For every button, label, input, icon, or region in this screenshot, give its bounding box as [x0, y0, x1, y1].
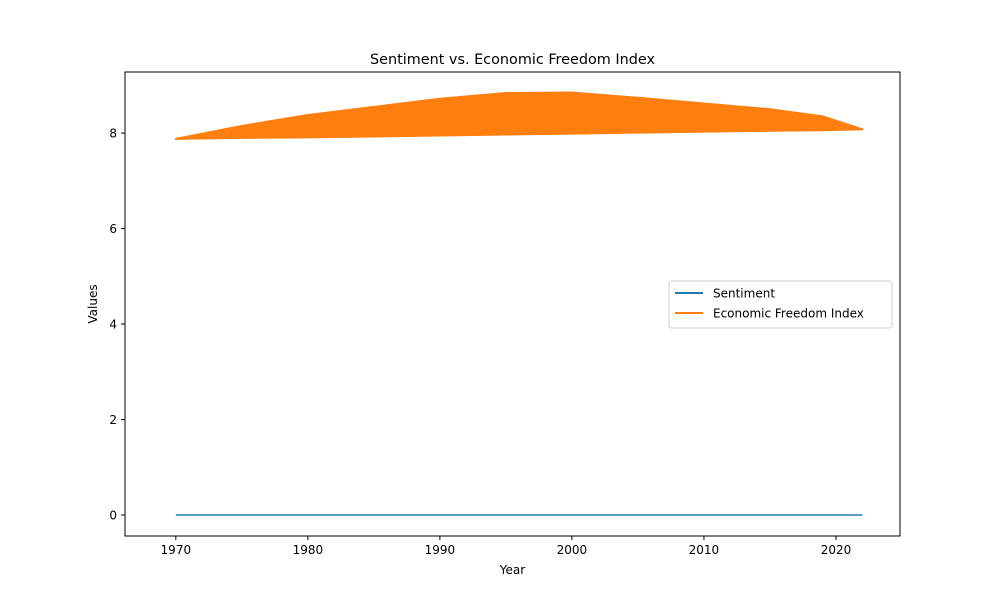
legend-label-sentiment: Sentiment: [713, 287, 775, 301]
axes-frame: [124, 71, 901, 537]
y-tick-label: 8: [109, 127, 117, 141]
y-tick-label: 6: [109, 222, 117, 236]
legend: Sentiment Economic Freedom Index: [668, 280, 893, 329]
legend-label-economic-freedom-index: Economic Freedom Index: [713, 307, 864, 321]
chart-title: Sentiment vs. Economic Freedom Index: [370, 52, 656, 68]
plot-area: [174, 91, 864, 516]
x-axis: 1970 1980 1990 2000 2010 2020: [161, 536, 852, 557]
x-axis-label: Year: [499, 563, 525, 577]
y-tick-label: 0: [109, 508, 117, 522]
y-tick-label: 2: [109, 413, 117, 427]
series-economic-freedom-index: [174, 91, 864, 140]
x-tick-label: 2010: [689, 543, 720, 557]
y-axis: 0 2 4 6 8: [109, 127, 125, 522]
y-axis-label: Values: [86, 284, 100, 323]
x-tick-label: 1990: [425, 543, 456, 557]
legend-box: [668, 280, 893, 329]
x-tick-label: 2000: [557, 543, 588, 557]
x-tick-label: 1970: [161, 543, 192, 557]
x-tick-label: 2020: [821, 543, 852, 557]
y-tick-label: 4: [109, 318, 117, 332]
x-tick-label: 1980: [293, 543, 324, 557]
